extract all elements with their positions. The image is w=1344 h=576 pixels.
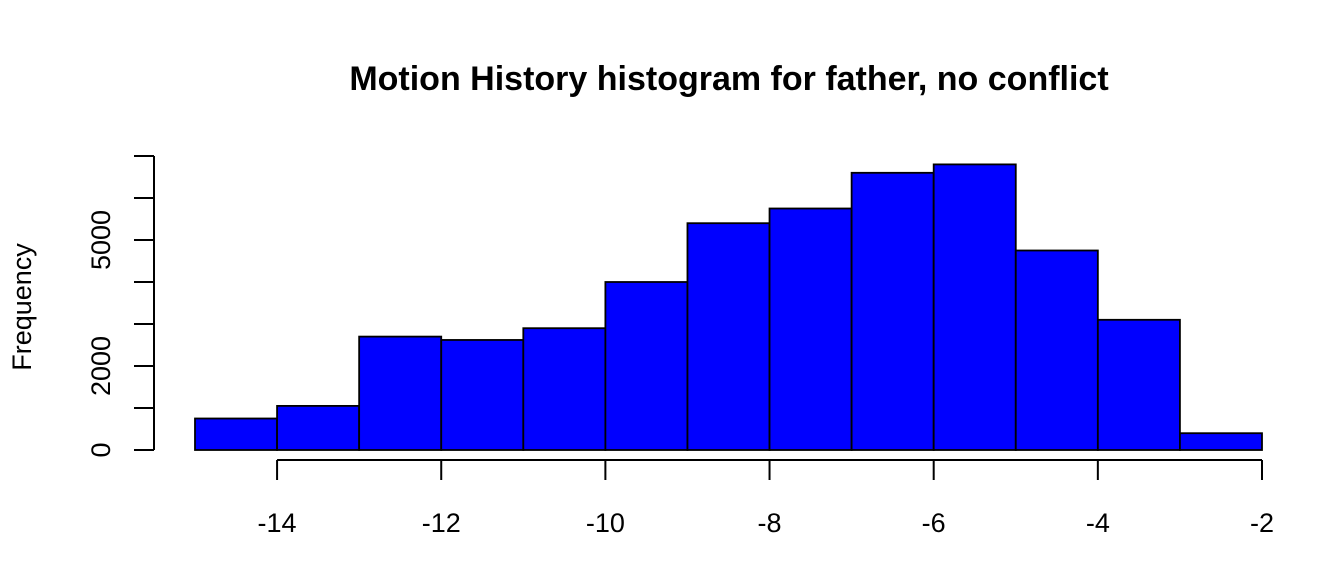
histogram-bar — [1179, 432, 1263, 451]
y-tick-label: 2000 — [86, 336, 116, 396]
histogram-bar — [358, 335, 443, 451]
x-tick-label: -4 — [1086, 508, 1110, 538]
x-tick-label: -2 — [1250, 508, 1274, 538]
histogram-bar — [686, 222, 771, 451]
x-tick-label: -8 — [758, 508, 782, 538]
histogram-bar — [604, 281, 689, 451]
x-tick-label: -12 — [422, 508, 461, 538]
x-tick-label: -10 — [586, 508, 625, 538]
x-tick-label: -6 — [922, 508, 946, 538]
y-tick-label: 5000 — [86, 210, 116, 270]
chart-title: Motion History histogram for father, no … — [349, 60, 1108, 98]
histogram-bar — [194, 417, 278, 451]
histogram-bars — [194, 163, 1263, 451]
histogram-bar — [440, 339, 525, 451]
histogram-bar — [1096, 318, 1181, 451]
x-axis: -14 -12 -10 -8 -6 -4 -2 — [258, 459, 1274, 538]
x-tick-label: -14 — [258, 508, 297, 538]
histogram-bar — [768, 207, 853, 451]
histogram-bar — [932, 163, 1017, 451]
y-axis: 0 2000 5000 — [86, 155, 155, 458]
y-tick-label: 0 — [86, 442, 116, 457]
histogram-bar — [276, 404, 361, 451]
histogram-bar — [522, 327, 607, 451]
histogram-bar — [1014, 249, 1099, 451]
y-axis-label: Frequency — [7, 243, 37, 371]
histogram-bar — [850, 171, 935, 451]
